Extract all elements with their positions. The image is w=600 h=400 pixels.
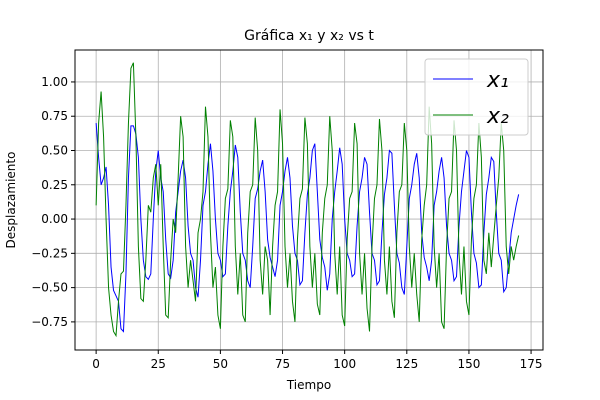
legend-label: x₁ xyxy=(486,68,509,93)
x-tick-label: 125 xyxy=(395,357,418,371)
legend: x₁ x₂ xyxy=(424,58,529,136)
series-line xyxy=(95,62,520,338)
y-tick-label: 0.00 xyxy=(41,212,68,226)
y-tick-label: −0.75 xyxy=(31,315,68,329)
y-tick-label: 0.75 xyxy=(41,109,68,123)
x-tick-label: 0 xyxy=(92,357,100,371)
series-line xyxy=(95,123,520,333)
y-tick-label: 1.00 xyxy=(41,75,68,89)
x-tick-label: 50 xyxy=(213,357,228,371)
x-tick-label: 25 xyxy=(151,357,166,371)
y-axis-label: Desplazamiento xyxy=(4,152,18,249)
x-tick-label: 175 xyxy=(520,357,543,371)
legend-label: x₂ xyxy=(486,104,509,129)
plot-frame xyxy=(74,49,544,351)
y-tick-label: −0.25 xyxy=(31,246,68,260)
x-tick-label: 150 xyxy=(457,357,480,371)
x-tick-label: 75 xyxy=(275,357,290,371)
x-axis-label: Tiempo xyxy=(286,378,331,392)
chart-title: Gráfica x₁ y x₂ vs t xyxy=(244,28,374,44)
y-tick-label: 0.50 xyxy=(41,144,68,158)
x-tick-label: 100 xyxy=(333,357,356,371)
y-tick-label: −0.50 xyxy=(31,281,68,295)
legend-box xyxy=(424,58,529,136)
y-tick-label: 0.25 xyxy=(41,178,68,192)
